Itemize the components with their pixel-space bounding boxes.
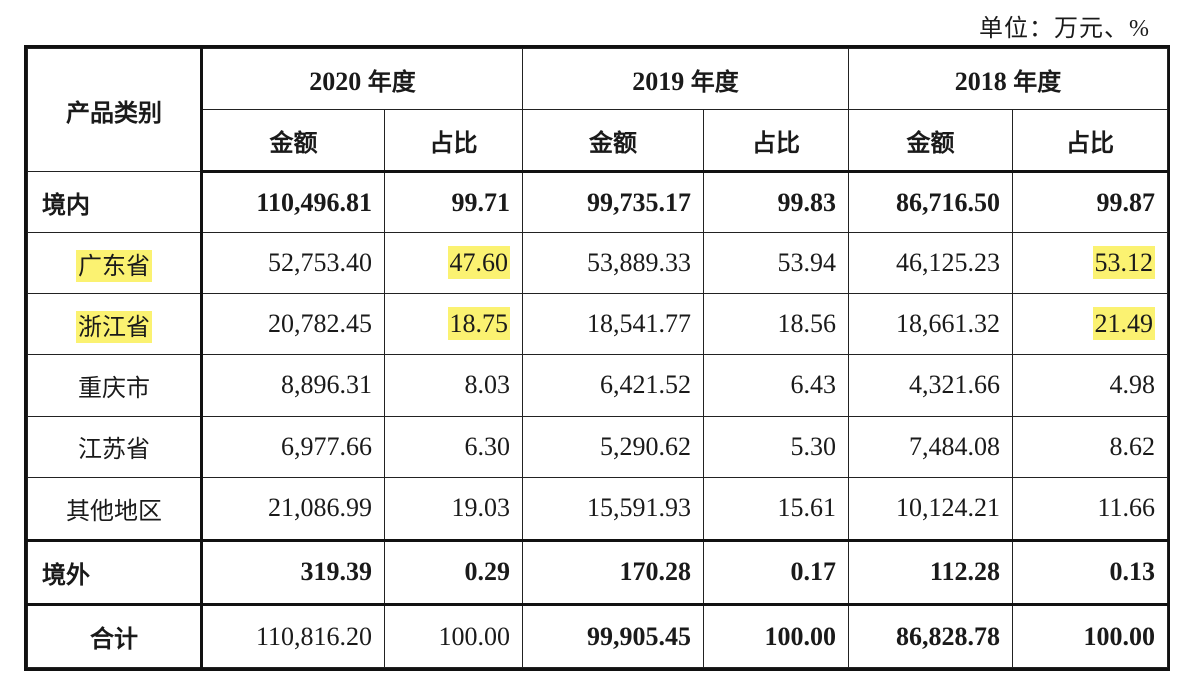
cell-amount-2018: 86,716.50 [848, 170, 1013, 234]
cell-amount-2019: 5,290.62 [522, 415, 704, 478]
cell-ratio-2019: 100.00 [703, 604, 849, 668]
table-row-total: 合计 110,816.20 100.00 99,905.45 100.00 86… [27, 604, 1168, 668]
highlighted-value: 21.49 [1092, 307, 1155, 341]
highlighted-value: 53.12 [1092, 246, 1155, 280]
header-ratio-2020: 占比 [384, 109, 523, 173]
cell-amount-2018: 7,484.08 [848, 415, 1013, 478]
cell-ratio-2018: 21.49 [1012, 293, 1168, 356]
cell-amount-2018: 86,828.78 [848, 604, 1013, 668]
cell-ratio-2020: 8.03 [384, 354, 523, 417]
table-row-zhejiang: 浙江省 20,782.45 18.75 18,541.77 18.56 18,6… [27, 293, 1168, 356]
table-row-overseas: 境外 319.39 0.29 170.28 0.17 112.28 0.13 [27, 539, 1168, 607]
highlighted-value: 18.75 [447, 307, 510, 341]
cell-ratio-2018: 8.62 [1012, 415, 1168, 478]
cell-ratio-2019: 18.56 [703, 293, 849, 356]
cell-ratio-2019: 53.94 [703, 232, 849, 295]
cell-ratio-2020: 6.30 [384, 415, 523, 478]
header-year-2018: 2018 年度 [848, 48, 1168, 110]
cell-ratio-2020: 0.29 [384, 539, 523, 607]
cell-amount-2020: 52,753.40 [201, 232, 385, 295]
cell-amount-2020: 110,496.81 [201, 170, 385, 234]
cell-amount-2018: 112.28 [848, 539, 1013, 607]
row-label: 浙江省 [27, 293, 203, 356]
highlighted-value: 47.60 [447, 246, 510, 280]
cell-amount-2020: 21,086.99 [201, 476, 385, 542]
highlighted-label: 广东省 [76, 249, 152, 282]
table-row-guangdong: 广东省 52,753.40 47.60 53,889.33 53.94 46,1… [27, 232, 1168, 295]
table-row-other-regions: 其他地区 21,086.99 19.03 15,591.93 15.61 10,… [27, 476, 1168, 542]
cell-amount-2020: 8,896.31 [201, 354, 385, 417]
cell-amount-2019: 99,905.45 [522, 604, 704, 668]
cell-ratio-2019: 0.17 [703, 539, 849, 607]
cell-ratio-2018: 99.87 [1012, 170, 1168, 234]
cell-ratio-2020: 47.60 [384, 232, 523, 295]
cell-ratio-2018: 4.98 [1012, 354, 1168, 417]
cell-amount-2020: 110,816.20 [201, 604, 385, 668]
highlighted-label: 浙江省 [76, 310, 152, 343]
revenue-by-region-table: 产品类别 2020 年度 2019 年度 2018 年度 金额 占比 金额 占比… [24, 45, 1170, 671]
row-label: 其他地区 [27, 476, 203, 542]
header-amount-2020: 金额 [201, 109, 385, 173]
cell-amount-2020: 20,782.45 [201, 293, 385, 356]
header-amount-2018: 金额 [848, 109, 1013, 173]
cell-ratio-2019: 15.61 [703, 476, 849, 542]
header-amount-2019: 金额 [522, 109, 704, 173]
cell-ratio-2020: 19.03 [384, 476, 523, 542]
cell-amount-2018: 10,124.21 [848, 476, 1013, 542]
header-year-2019: 2019 年度 [522, 48, 849, 110]
cell-amount-2019: 99,735.17 [522, 170, 704, 234]
header-ratio-2019: 占比 [703, 109, 849, 173]
row-label: 重庆市 [27, 354, 203, 417]
cell-amount-2019: 15,591.93 [522, 476, 704, 542]
row-label: 合计 [27, 604, 203, 668]
row-label: 江苏省 [27, 415, 203, 478]
cell-ratio-2020: 99.71 [384, 170, 523, 234]
unit-label: 单位：万元、% [979, 16, 1150, 42]
cell-ratio-2018: 11.66 [1012, 476, 1168, 542]
cell-ratio-2020: 18.75 [384, 293, 523, 356]
row-label: 广东省 [27, 232, 203, 295]
cell-amount-2019: 6,421.52 [522, 354, 704, 417]
header-ratio-2018: 占比 [1012, 109, 1168, 173]
cell-ratio-2019: 6.43 [703, 354, 849, 417]
row-label: 境内 [27, 170, 203, 234]
cell-amount-2018: 4,321.66 [848, 354, 1013, 417]
cell-ratio-2018: 53.12 [1012, 232, 1168, 295]
header-category: 产品类别 [27, 48, 203, 172]
cell-amount-2018: 18,661.32 [848, 293, 1013, 356]
cell-amount-2018: 46,125.23 [848, 232, 1013, 295]
table-row-domestic: 境内 110,496.81 99.71 99,735.17 99.83 86,7… [27, 170, 1168, 234]
cell-amount-2019: 170.28 [522, 539, 704, 607]
cell-amount-2020: 319.39 [201, 539, 385, 607]
cell-ratio-2018: 100.00 [1012, 604, 1168, 668]
cell-amount-2019: 18,541.77 [522, 293, 704, 356]
cell-ratio-2019: 99.83 [703, 170, 849, 234]
cell-ratio-2019: 5.30 [703, 415, 849, 478]
table-row-jiangsu: 江苏省 6,977.66 6.30 5,290.62 5.30 7,484.08… [27, 415, 1168, 478]
row-label: 境外 [27, 539, 203, 607]
cell-ratio-2018: 0.13 [1012, 539, 1168, 607]
header-year-2020: 2020 年度 [201, 48, 523, 110]
cell-amount-2019: 53,889.33 [522, 232, 704, 295]
cell-amount-2020: 6,977.66 [201, 415, 385, 478]
cell-ratio-2020: 100.00 [384, 604, 523, 668]
table-row-chongqing: 重庆市 8,896.31 8.03 6,421.52 6.43 4,321.66… [27, 354, 1168, 417]
